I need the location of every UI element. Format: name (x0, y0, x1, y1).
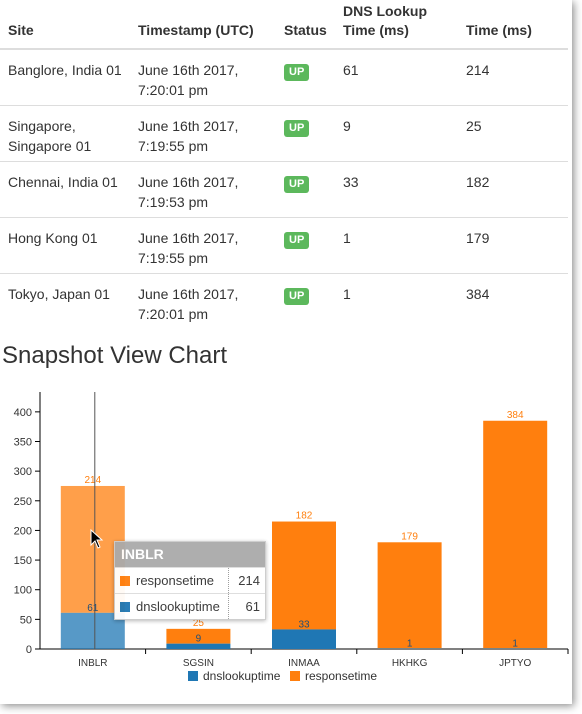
data-label-responsetime: 384 (507, 410, 524, 421)
table-header-row: Site Timestamp (UTC) Status DNS Lookup T… (0, 0, 568, 50)
status-badge: UP (284, 120, 310, 137)
tooltip-series-name: dnslookuptime (136, 599, 220, 614)
y-tick-label: 150 (14, 555, 32, 567)
dns-cell: 33 (335, 161, 458, 218)
status-cell: UP (276, 161, 335, 218)
status-cell: UP (276, 49, 335, 106)
tooltip-row: dnslookuptime 61 (115, 593, 265, 619)
header-dns-lookup[interactable]: DNS Lookup Time (ms) (335, 0, 458, 50)
data-label-dnslookuptime: 9 (196, 634, 202, 645)
legend-label-dnslookuptime: dnslookuptime (203, 669, 281, 683)
data-label-dnslookuptime: 33 (298, 619, 310, 630)
status-badge: UP (284, 64, 310, 81)
data-label-dnslookuptime: 61 (87, 603, 99, 614)
bar-dnslookuptime-jptyo (483, 648, 548, 649)
x-tick-label: JPTYO (499, 658, 531, 669)
header-time[interactable]: Time (ms) (458, 0, 568, 50)
timestamp-cell: June 16th 2017, 7:20:01 pm (138, 286, 239, 322)
table-row: Singapore, Singapore 01 June 16th 2017, … (0, 105, 568, 162)
status-badge: UP (284, 288, 310, 305)
table-row: Banglore, India 01 June 16th 2017, 7:20:… (0, 49, 568, 106)
dns-cell: 1 (335, 217, 458, 274)
y-tick-label: 200 (14, 525, 32, 537)
tooltip-series-label: dnslookuptime (115, 593, 229, 619)
timestamp-cell: June 16th 2017, 7:19:55 pm (130, 105, 276, 162)
bar-responsetime-sgsin (166, 628, 231, 644)
x-tick-label: INMAA (288, 658, 320, 669)
sites-table: Site Timestamp (UTC) Status DNS Lookup T… (0, 0, 568, 329)
y-tick-label: 400 (14, 407, 32, 419)
time-cell: 182 (458, 161, 568, 218)
x-tick-label: HKHKG (392, 658, 428, 669)
y-tick-label: 300 (14, 466, 32, 478)
tooltip-value: 61 (228, 593, 265, 619)
x-tick-label: INBLR (78, 658, 107, 669)
table-row: Chennai, India 01 June 16th 2017, 7:19:5… (0, 161, 568, 218)
chart-tooltip: INBLR responsetime 214 dnslookuptime 61 (114, 541, 266, 620)
site-cell: Banglore, India 01 (0, 49, 130, 106)
mouse-pointer-icon (90, 529, 104, 549)
site-cell: Singapore, Singapore 01 (0, 105, 130, 162)
timestamp-cell: June 16th 2017, 7:19:53 pm (130, 161, 276, 218)
status-cell: UP (276, 105, 335, 162)
data-label-responsetime: 179 (401, 531, 418, 542)
bar-responsetime-hkhkg (377, 542, 442, 649)
tooltip-series-label: responsetime (115, 567, 229, 594)
data-label-responsetime: 214 (84, 475, 101, 486)
status-badge: UP (284, 232, 310, 249)
responsetime-swatch-icon (120, 576, 130, 586)
dns-cell: 1 (343, 286, 351, 302)
y-tick-label: 100 (14, 585, 32, 597)
time-cell: 384 (466, 286, 490, 302)
timestamp-cell: June 16th 2017, 7:19:55 pm (130, 217, 276, 274)
bar-dnslookuptime-hkhkg (377, 648, 442, 649)
y-tick-label: 350 (14, 437, 32, 449)
status-cell: UP (276, 217, 335, 274)
time-cell: 25 (458, 105, 568, 162)
y-tick-label: 0 (26, 644, 32, 656)
legend-swatch-responsetime-icon (290, 671, 300, 681)
bar-responsetime-jptyo (483, 420, 548, 649)
legend-swatch-dnslookuptime-icon (188, 671, 198, 681)
x-tick-label: SGSIN (183, 658, 214, 669)
header-timestamp[interactable]: Timestamp (UTC) (130, 0, 276, 50)
legend-label-responsetime: responsetime (305, 669, 377, 683)
site-cell: Hong Kong 01 (0, 217, 130, 274)
table-row: Tokyo, Japan 01 June 16th 2017, 7:20:01 … (0, 274, 568, 330)
data-label-dnslookuptime: 1 (512, 638, 518, 649)
header-status[interactable]: Status (276, 0, 335, 50)
y-tick-label: 50 (20, 614, 32, 626)
tooltip-title: INBLR (115, 542, 265, 567)
data-label-responsetime: 182 (296, 511, 313, 522)
header-site[interactable]: Site (0, 0, 130, 50)
snapshot-bar-chart: 05010015020025030035040021461INBLR259SGS… (14, 392, 569, 683)
data-label-responsetime: 25 (193, 618, 205, 629)
snapshot-panel: Site Timestamp (UTC) Status DNS Lookup T… (0, 0, 569, 683)
dns-cell: 9 (335, 105, 458, 162)
tooltip-value: 214 (228, 567, 265, 594)
chart-title: Snapshot View Chart (2, 342, 228, 369)
tooltip-series-name: responsetime (136, 573, 215, 588)
status-cell: UP (276, 274, 335, 330)
dnslookuptime-swatch-icon (120, 602, 130, 612)
site-cell: Chennai, India 01 (0, 161, 130, 218)
time-cell: 179 (458, 217, 568, 274)
time-cell: 214 (458, 49, 568, 106)
tooltip-table: responsetime 214 dnslookuptime 61 (115, 567, 265, 619)
bar-dnslookuptime-sgsin (166, 643, 231, 649)
status-badge: UP (284, 176, 310, 193)
bar-responsetime-inmaa (272, 521, 336, 630)
y-tick-label: 250 (14, 496, 32, 508)
data-label-dnslookuptime: 1 (407, 638, 413, 649)
table-row: Hong Kong 01 June 16th 2017, 7:19:55 pm … (0, 217, 568, 274)
timestamp-cell: June 16th 2017, 7:20:01 pm (130, 49, 276, 106)
tooltip-row: responsetime 214 (115, 567, 265, 594)
bar-dnslookuptime-inmaa (272, 629, 336, 649)
site-cell: Tokyo, Japan 01 (8, 286, 110, 302)
dns-cell: 61 (335, 49, 458, 106)
